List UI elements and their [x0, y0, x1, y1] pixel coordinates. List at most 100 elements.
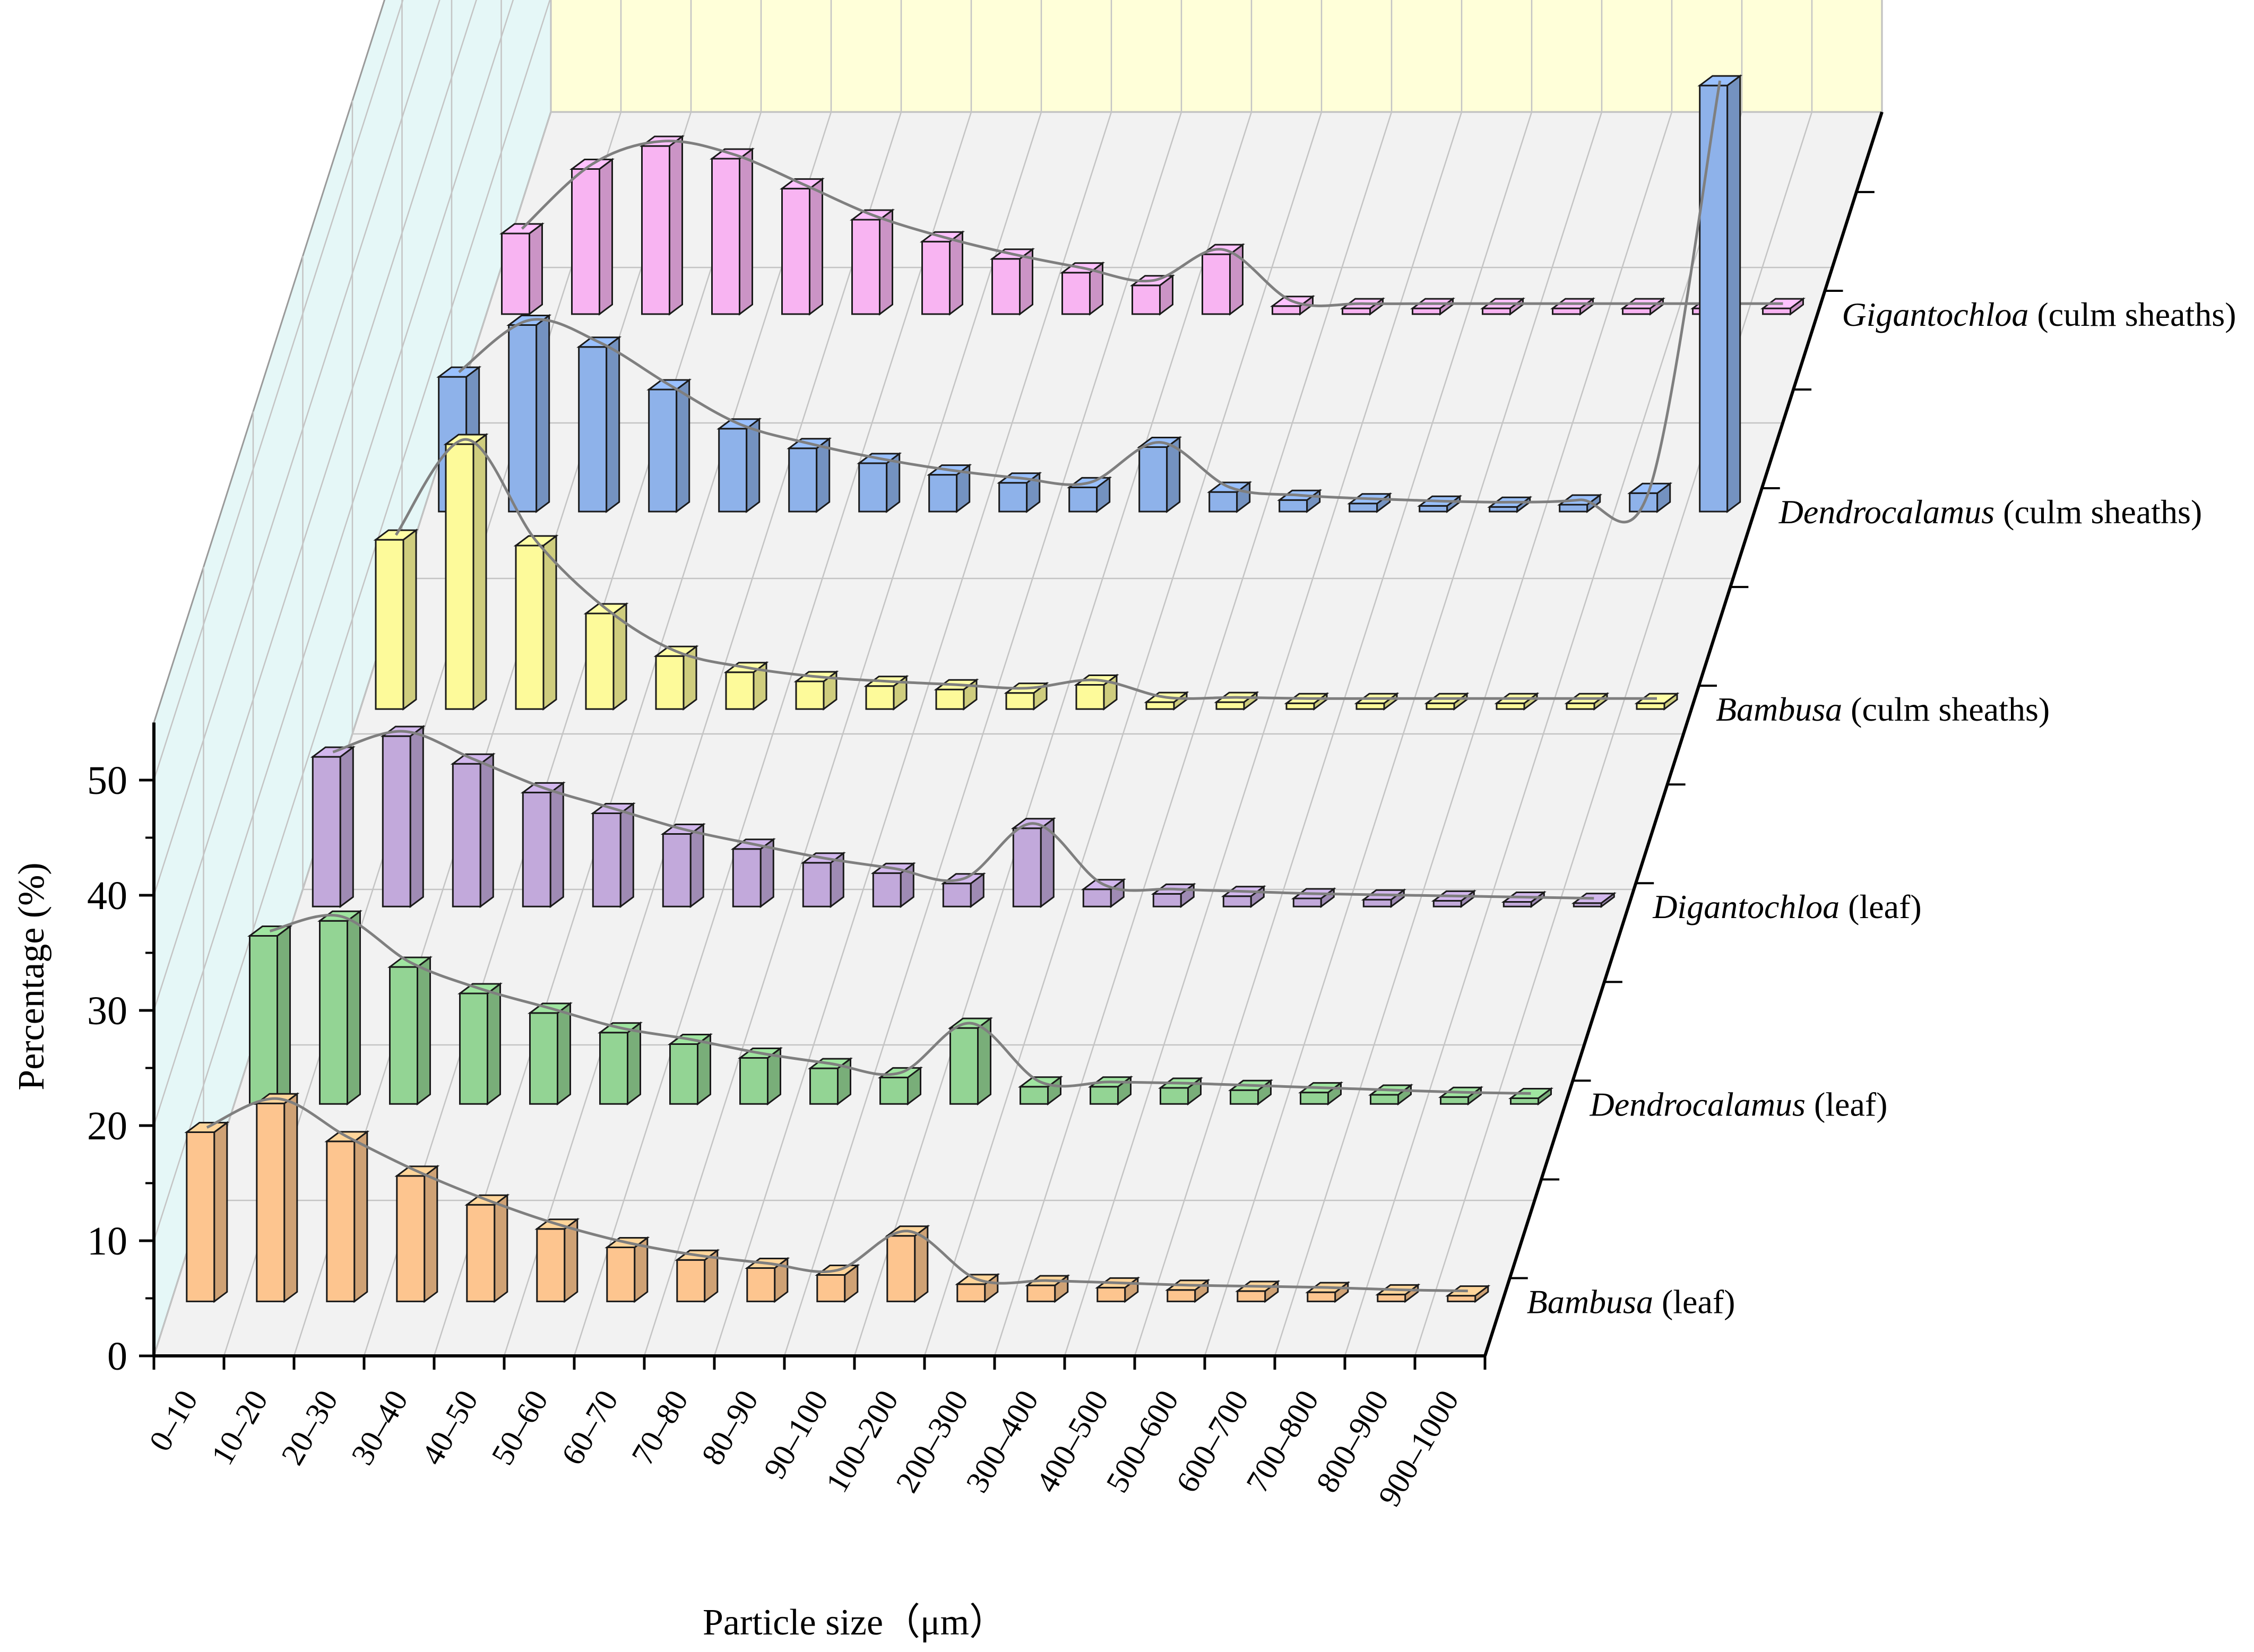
series-label-rest: (culm sheaths): [1842, 690, 2050, 728]
bar-front-face: [1412, 307, 1441, 315]
bar-front-face: [739, 1057, 768, 1105]
bar: [247, 924, 292, 1106]
series-label-italic: Dendrocalamus: [1589, 1085, 1805, 1123]
y-tick-label: 50: [87, 758, 127, 803]
bar: [324, 1130, 370, 1303]
bar-front-face: [1145, 701, 1175, 710]
bar-front-face: [326, 1140, 356, 1302]
bar: [723, 661, 769, 711]
bar-front-face: [809, 1067, 839, 1105]
back-wall: [550, 0, 1883, 113]
bar-front-face: [396, 1175, 426, 1302]
bar-side-face: [494, 1193, 508, 1303]
left-wall-level-gridline: [153, 0, 441, 896]
bar-front-face: [1377, 1293, 1406, 1302]
series-label-italic: Dendrocalamus: [1778, 493, 1994, 531]
series-line: [206, 1097, 1468, 1293]
bar-side-face: [1726, 74, 1741, 513]
bar: [520, 781, 566, 909]
bar-front-face: [1552, 307, 1581, 315]
x-tick-label: 20–30: [274, 1385, 344, 1471]
bar-side-face: [619, 802, 634, 909]
series-label: Digantochloa (leaf): [1652, 888, 1922, 926]
bar-side-face: [347, 910, 361, 1106]
bar-front-face: [508, 324, 538, 513]
bar-side-face: [353, 1130, 368, 1303]
series-line: [332, 730, 1594, 900]
bar: [604, 1236, 650, 1303]
bar-front-face: [256, 1102, 286, 1302]
x-tick-label: 10–20: [204, 1385, 274, 1471]
series-line: [458, 80, 1722, 524]
bar-front-face: [1167, 1289, 1196, 1302]
bar-front-face: [1285, 702, 1315, 710]
bar-front-face: [249, 935, 278, 1105]
bar-front-face: [991, 258, 1021, 315]
bar-front-face: [1222, 895, 1252, 907]
series-label-rest: (leaf): [1806, 1085, 1888, 1123]
bar-front-face: [1202, 253, 1231, 315]
bar-front-face: [592, 812, 621, 907]
bar-side-face: [739, 148, 753, 316]
bar: [387, 956, 433, 1106]
bar-front-face: [641, 145, 670, 315]
bar: [1431, 889, 1476, 909]
bar-front-face: [935, 688, 965, 710]
bar-front-face: [389, 966, 418, 1105]
bar-front-face: [865, 685, 895, 710]
bar-side-face: [479, 753, 494, 909]
bar-front-face: [522, 791, 551, 907]
bar-side-face: [487, 982, 501, 1106]
y-axis-title: Percentage (%): [11, 862, 52, 1090]
bar-front-face: [1152, 893, 1182, 907]
bar: [646, 378, 692, 513]
bar-side-face: [472, 433, 487, 711]
chart-series: [184, 74, 1806, 1303]
bar-front-face: [1279, 499, 1308, 513]
bar-front-face: [186, 1131, 215, 1302]
bar: [920, 230, 965, 316]
left-wall-level-gridline: [153, 0, 551, 1241]
series-label-italic: Digantochloa: [1652, 888, 1840, 926]
bar-front-face: [1419, 505, 1448, 513]
series-4: [373, 433, 1680, 711]
y-tick-label: 20: [87, 1104, 127, 1148]
bar-front-face: [1292, 897, 1322, 907]
series-label-italic: Bambusa: [1716, 690, 1842, 728]
bar: [394, 1164, 440, 1303]
bar: [710, 148, 755, 316]
bar-front-face: [1447, 1295, 1476, 1302]
bar: [1200, 243, 1245, 316]
bar-front-face: [452, 763, 481, 907]
bar: [317, 910, 362, 1106]
bar: [990, 247, 1035, 316]
bar: [640, 135, 685, 316]
bar-front-face: [676, 1259, 706, 1302]
bar-front-face: [1622, 307, 1651, 315]
bar-side-face: [409, 725, 424, 909]
y-tick-label: 0: [107, 1334, 127, 1379]
bar-front-face: [599, 1032, 628, 1105]
bar-front-face: [1068, 486, 1098, 513]
bar: [184, 1121, 230, 1303]
bar-front-face: [718, 428, 748, 513]
bar-front-face: [382, 735, 411, 907]
bar-front-face: [956, 1283, 986, 1302]
bar-front-face: [1566, 702, 1595, 710]
bar-front-face: [662, 833, 692, 907]
bar-front-face: [921, 240, 951, 315]
x-tick-label: 70–80: [625, 1385, 695, 1471]
bar-front-face: [1230, 1089, 1259, 1105]
bar: [1284, 692, 1329, 711]
y-tick-label: 10: [87, 1219, 127, 1264]
bar-front-face: [1370, 1094, 1399, 1105]
x-tick-label: 60–70: [555, 1385, 625, 1471]
bar-side-face: [424, 1164, 438, 1303]
bar-front-face: [879, 1076, 909, 1105]
bar-side-face: [816, 437, 831, 513]
bar: [569, 158, 615, 316]
bar: [1081, 878, 1126, 909]
left-wall-level-gridline: [153, 0, 477, 1011]
bar-front-face: [1699, 84, 1729, 513]
left-wall-level-gridline: [153, 0, 404, 781]
